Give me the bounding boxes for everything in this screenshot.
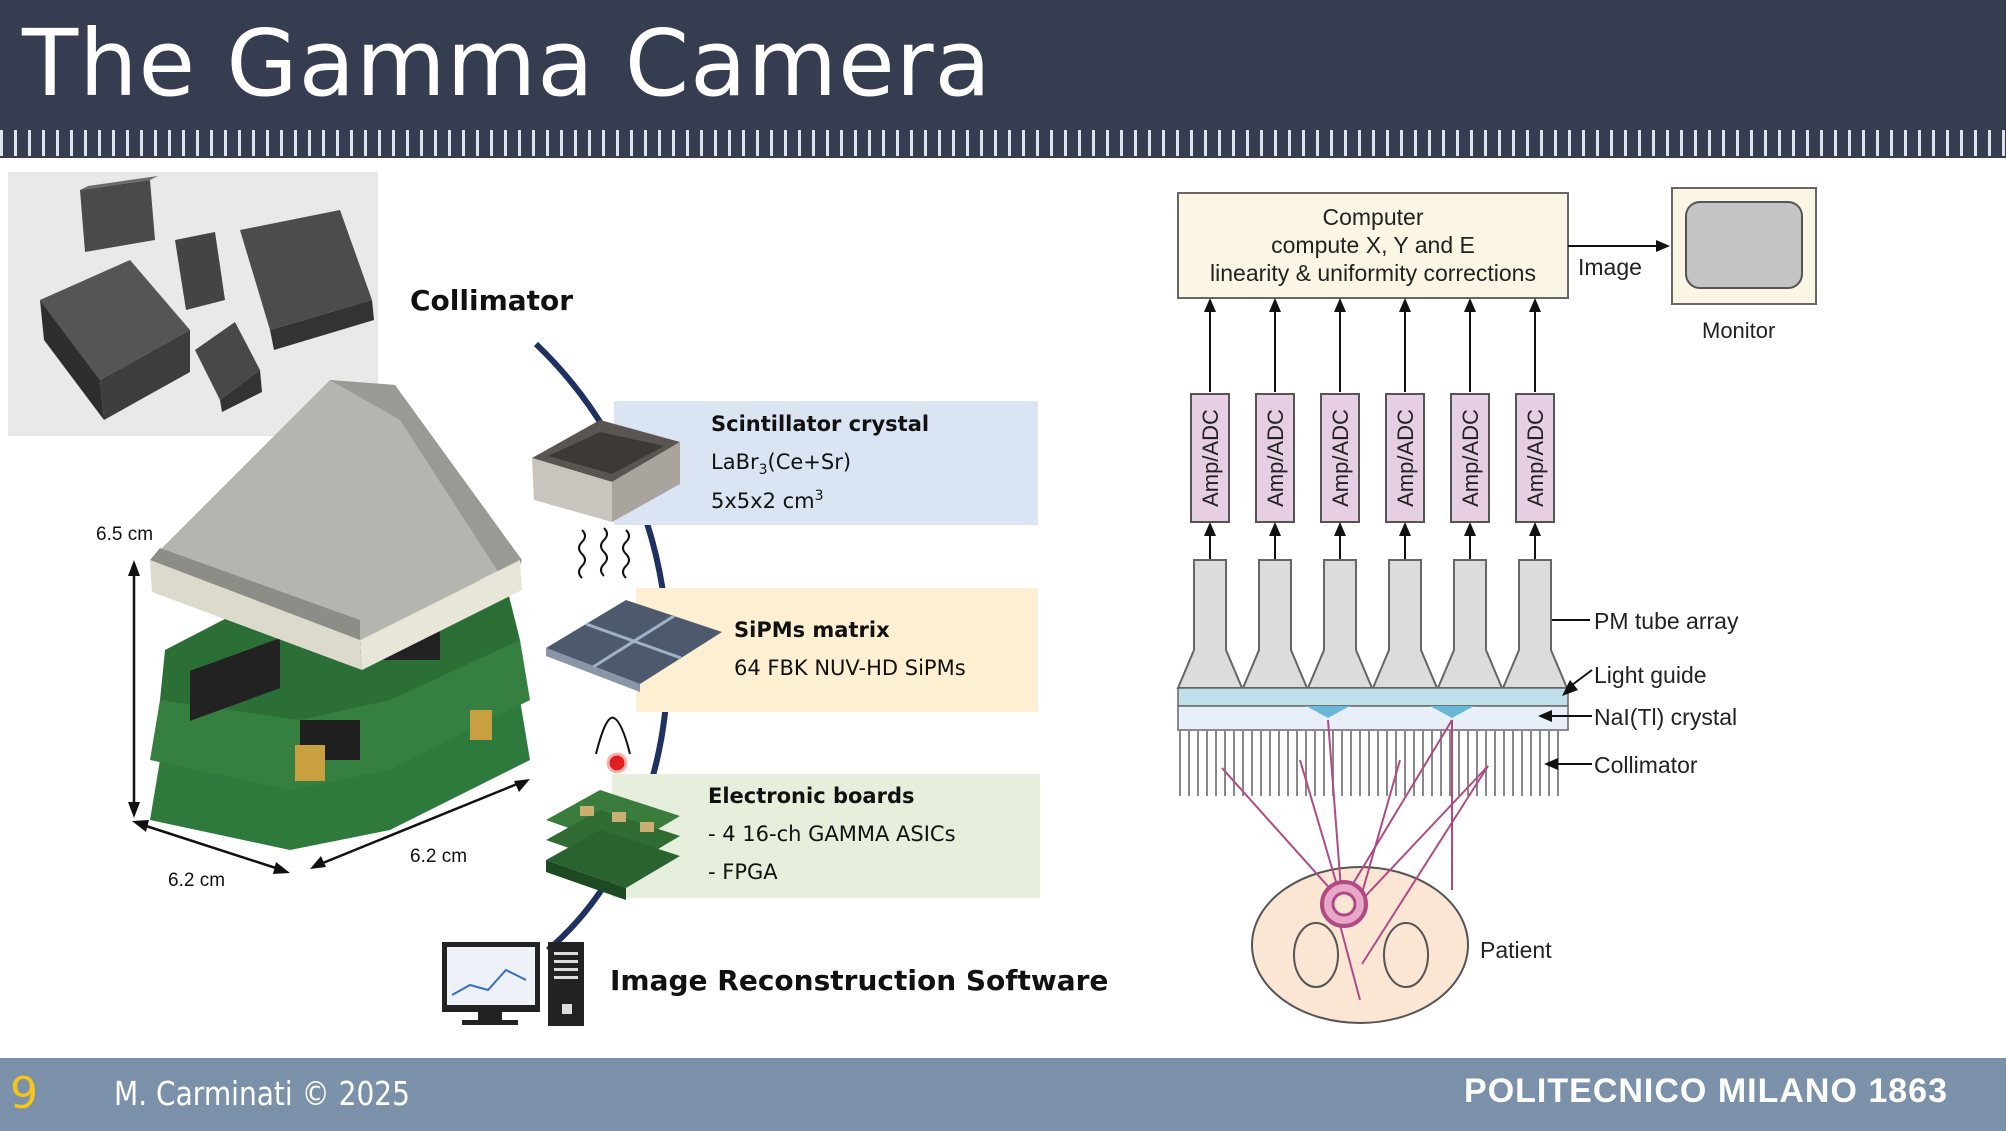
amp-adc-box	[1190, 393, 1230, 523]
patient-organ-left	[1293, 922, 1339, 988]
electronic-boards-icon	[546, 790, 680, 900]
collimator-septa	[1179, 730, 1559, 796]
sipm-box	[636, 588, 1038, 712]
collimator-schematic-label: Collimator	[1594, 752, 1698, 778]
amp-adc-label: Amp/ADC	[1328, 409, 1353, 507]
software-label: Image Reconstruction Software	[610, 964, 1109, 997]
width-right-dimension-label: 6.2 cm	[410, 846, 468, 867]
amp-adc-label: Amp/ADC	[1523, 409, 1548, 507]
amp-adc-label: Amp/ADC	[1198, 409, 1223, 507]
pm-tube	[1241, 559, 1309, 689]
computer-box-text: Computer compute X, Y and E linearity & …	[1178, 203, 1568, 287]
patient-organ-right	[1383, 922, 1429, 988]
amp-adc-label: Amp/ADC	[1263, 409, 1288, 507]
light-guide-layer	[1177, 687, 1569, 707]
collimator-photo	[8, 172, 378, 436]
amp-adc-label: Amp/ADC	[1458, 409, 1483, 507]
dimension-arrows	[128, 560, 530, 874]
width-left-dimension-label: 6.2 cm	[168, 870, 226, 891]
scintillator-size: 5x5x2 cm3	[711, 488, 824, 513]
scintillator-material: LaBr3(Ce+Sr)	[711, 450, 852, 479]
amp-adc-box	[1515, 393, 1555, 523]
slide-number: 9	[10, 1068, 38, 1119]
amp-adc-box	[1320, 393, 1360, 523]
sipm-matrix-icon	[546, 600, 722, 692]
scintillator-title: Scintillator crystal	[711, 412, 930, 436]
workstation-icon	[442, 942, 584, 1026]
amp-adc-box	[1255, 393, 1295, 523]
computer-line-3: linearity & uniformity corrections	[1210, 260, 1536, 286]
electronics-title: Electronic boards	[708, 784, 915, 808]
monitor-label: Monitor	[1702, 318, 1776, 343]
patient-label: Patient	[1480, 937, 1552, 963]
university-brand: POLITECNICO MILANO 1863	[1464, 1072, 1948, 1110]
pm-tube-label: PM tube array	[1594, 608, 1739, 634]
electronics-asics: - 4 16-ch GAMMA ASICs	[708, 822, 956, 846]
amp-adc-box	[1385, 393, 1425, 523]
amp-adc-channels	[1176, 298, 1569, 689]
sipm-title: SiPMs matrix	[734, 618, 890, 642]
pm-tube	[1371, 559, 1439, 689]
slide-title: The Gamma Camera	[22, 10, 992, 117]
light-photons-icon	[578, 527, 630, 579]
image-label: Image	[1578, 254, 1642, 280]
light-guide-label: Light guide	[1594, 662, 1707, 688]
pm-tube	[1176, 559, 1244, 689]
monitor-screen-icon	[1685, 201, 1803, 289]
detector-illustration	[8, 172, 1040, 1026]
pm-tube	[1306, 559, 1374, 689]
sipm-description: 64 FBK NUV-HD SiPMs	[734, 656, 966, 680]
computer-line-1: Computer	[1322, 204, 1424, 230]
signal-pulse-icon	[595, 716, 631, 755]
nai-crystal-layer	[1177, 705, 1569, 731]
gamma-camera-schematic	[1176, 187, 1817, 1024]
gamma-rays	[1221, 719, 1489, 1001]
collimator-label: Collimator	[410, 284, 574, 317]
header-tick-strip	[0, 130, 2006, 156]
amp-adc-label: Amp/ADC	[1393, 409, 1418, 507]
height-dimension-label: 6.5 cm	[96, 524, 154, 545]
electronics-box	[612, 774, 1040, 898]
scintillator-crystal-icon	[532, 420, 680, 522]
detector-module-photo	[150, 380, 530, 850]
author-copyright: M. Carminati © 2025	[114, 1074, 410, 1113]
label-leaders	[1538, 619, 1593, 770]
crystal-label: NaI(Tl) crystal	[1594, 704, 1738, 730]
signal-dot-icon	[606, 752, 628, 774]
computer-box	[1177, 192, 1569, 299]
computer-line-2: compute X, Y and E	[1271, 232, 1475, 258]
electronics-fpga: - FPGA	[708, 860, 778, 884]
scintillator-box	[614, 401, 1038, 525]
pm-tube	[1501, 559, 1569, 689]
pm-tube	[1436, 559, 1504, 689]
slide-footer	[0, 1058, 2006, 1131]
